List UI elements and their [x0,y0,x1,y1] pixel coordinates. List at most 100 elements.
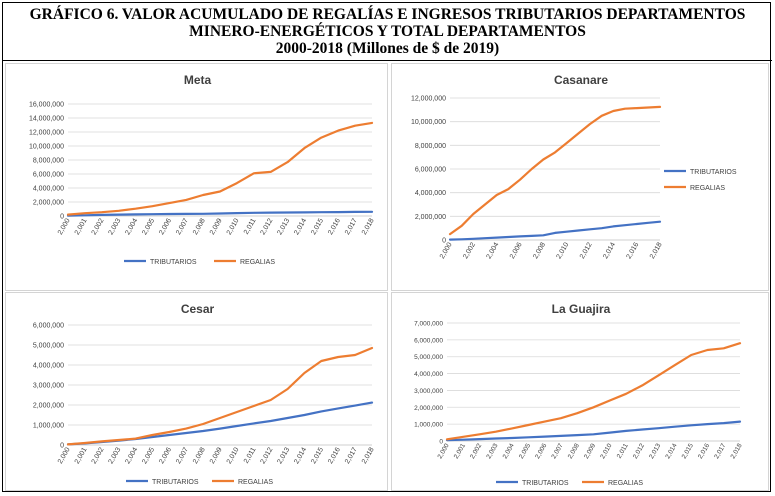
chart-cesar: Cesar 0 1,000,000 2,000,000 3,000,000 4,000,0… [33,302,376,486]
x-tick-label-meta: 2,004 [124,217,139,236]
y-tick-label-la-guajira: 5,000,000 [414,354,443,361]
y-tick-label-meta: 6,000,000 [33,172,64,179]
x-tick-label-cesar: 2,009 [209,446,224,465]
chart-la-guajira: La Guajira 0 1,000,000 2,000,000 3,000,000 4,… [414,302,744,487]
chart-panel-la-guajira: La Guajira 0 1,000,000 2,000,000 3,000,000 4,… [391,292,769,491]
legend-label-tributarios-meta: TRIBUTARIOS [150,259,197,266]
x-tick-label-la-guajira: 2,013 [648,442,662,460]
chart-title-cesar: Cesar [181,302,215,316]
y-tick-label-la-guajira: 7,000,000 [414,321,443,328]
x-tick-label-la-guajira: 2,008 [567,442,581,460]
y-tick-label-casanare: 2,000,000 [415,214,446,221]
y-tick-label-cesar: 3,000,000 [33,383,64,390]
x-tick-label-cesar: 2,004 [124,446,139,465]
chart-casanare: Casanare 0 2,000,000 4,000,000 6,000,000 8,00… [411,73,737,260]
x-tick-label-cesar: 2,008 [192,446,207,465]
x-tick-label-la-guajira: 2,011 [616,442,630,460]
x-tick-label-la-guajira: 2,001 [453,442,467,460]
x-tick-label-casanare: 2,006 [509,241,524,260]
y-tick-label-cesar: 1,000,000 [33,423,64,430]
y-tick-label-meta: 16,000,000 [29,102,64,109]
series-line-regalias-meta [66,121,374,216]
x-tick-label-cesar: 2,011 [243,446,258,464]
x-tick-label-la-guajira: 2,015 [681,442,695,460]
y-tick-label-casanare: 12,000,000 [411,96,446,103]
legend-label-tributarios-la-guajira: TRIBUTARIOS [522,480,569,487]
y-tick-label-meta: 8,000,000 [33,158,64,165]
y-tick-label-la-guajira: 3,000,000 [414,388,443,395]
x-tick-label-meta: 2,007 [175,217,190,236]
x-tick-label-casanare: 2,014 [602,241,617,260]
chart-panel-meta: Meta 0 2,000,000 4,000,000 6,000,000 8,000,00… [5,63,388,291]
figure-title-line-1: GRÁFICO 6. VALOR ACUMULADO DE REGALÍAS E… [29,6,746,23]
x-tick-label-la-guajira: 2,016 [697,442,711,460]
series-line-tributarios-la-guajira [445,420,742,442]
legend-label-tributarios-casanare: TRIBUTARIOS [690,169,737,176]
y-tick-label-casanare: 4,000,000 [415,190,446,197]
y-tick-label-la-guajira: 4,000,000 [414,371,443,378]
x-tick-label-casanare: 2,016 [626,241,641,260]
x-tick-label-cesar: 2,013 [276,446,291,465]
x-tick-label-la-guajira: 2,005 [518,442,532,460]
x-tick-label-cesar: 2,017 [344,446,359,465]
x-tick-label-la-guajira: 2,014 [664,442,678,460]
x-tick-label-la-guajira: 2,006 [534,442,548,460]
x-tick-label-cesar: 2,007 [175,446,190,465]
x-tick-label-cesar: 2,014 [293,446,308,465]
x-tick-label-meta: 2,017 [344,217,359,236]
x-tick-label-la-guajira: 2,002 [469,442,483,460]
y-tick-label-la-guajira: 6,000,000 [414,337,443,344]
x-tick-label-cesar: 2,006 [158,446,173,465]
x-tick-label-casanare: 2,004 [486,241,501,260]
legend-label-regalias-casanare: REGALIAS [690,185,725,192]
y-tick-label-cesar: 5,000,000 [33,343,64,350]
y-tick-label-meta: 12,000,000 [29,130,64,137]
y-tick-label-meta: 0 [60,214,64,221]
x-tick-label-la-guajira: 2,010 [599,442,613,460]
y-tick-label-casanare: 10,000,000 [411,119,446,126]
y-tick-label-cesar: 2,000,000 [33,403,64,410]
title-divider [3,60,772,61]
x-tick-label-casanare: 2,018 [649,241,664,260]
x-tick-label-la-guajira: 2,012 [632,442,646,460]
x-tick-label-meta: 2,003 [108,217,123,236]
series-line-regalias-cesar [66,346,374,446]
figure-title-line-3: 2000-2018 (Millones de $ de 2019) [275,40,500,57]
x-tick-label-cesar: 2,015 [310,446,325,465]
x-tick-label-meta: 2,012 [260,217,275,236]
x-tick-label-cesar: 2,001 [74,446,89,465]
chart-title-la-guajira: La Guajira [552,302,611,316]
legend-label-regalias-la-guajira: REGALIAS [608,480,643,487]
x-tick-label-casanare: 2,008 [532,241,547,260]
legend-label-regalias-meta: REGALIAS [240,259,275,266]
x-tick-label-la-guajira: 2,004 [502,442,516,460]
x-tick-label-casanare: 2,010 [556,241,571,260]
legend-label-regalias-cesar: REGALIAS [238,479,273,486]
x-tick-label-meta: 2,005 [141,217,156,236]
series-line-regalias-casanare [448,105,662,236]
chart-title-casanare: Casanare [554,73,608,87]
x-tick-label-cesar: 2,010 [226,446,241,465]
x-tick-label-meta: 2,002 [91,217,106,236]
x-tick-label-la-guajira: 2,017 [713,442,727,460]
x-tick-label-meta: 2,006 [158,217,173,236]
y-tick-label-cesar: 6,000,000 [33,323,64,330]
y-tick-label-casanare: 6,000,000 [415,167,446,174]
x-tick-label-casanare: 2,012 [579,241,594,260]
figure-title-line-2: MINERO-ENERGÉTICOS Y TOTAL DEPARTAMENTOS [189,23,586,40]
x-tick-label-meta: 2,016 [327,217,342,236]
x-tick-label-cesar: 2,016 [327,446,342,465]
y-tick-label-cesar: 4,000,000 [33,363,64,370]
y-tick-label-la-guajira: 1,000,000 [414,422,443,429]
series-line-tributarios-casanare [448,220,662,241]
x-tick-label-cesar: 2,018 [361,446,376,465]
y-tick-label-la-guajira: 0 [439,439,443,446]
x-tick-label-meta: 2,001 [74,217,89,236]
x-tick-label-meta: 2,008 [192,217,207,236]
x-tick-label-meta: 2,013 [276,217,291,236]
y-tick-label-meta: 4,000,000 [33,186,64,193]
x-tick-label-meta: 2,011 [243,217,258,235]
y-tick-label-meta: 14,000,000 [29,116,64,123]
x-tick-label-meta: 2,015 [310,217,325,236]
